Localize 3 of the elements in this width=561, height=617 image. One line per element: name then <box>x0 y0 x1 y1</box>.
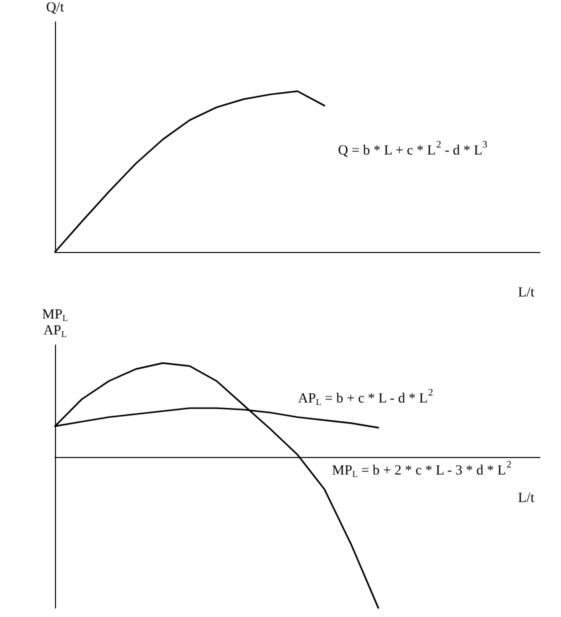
y-axis-title: Q/t <box>46 0 64 16</box>
x-axis-title: L/t <box>518 491 534 506</box>
x-axis-title: L/t <box>518 286 534 300</box>
